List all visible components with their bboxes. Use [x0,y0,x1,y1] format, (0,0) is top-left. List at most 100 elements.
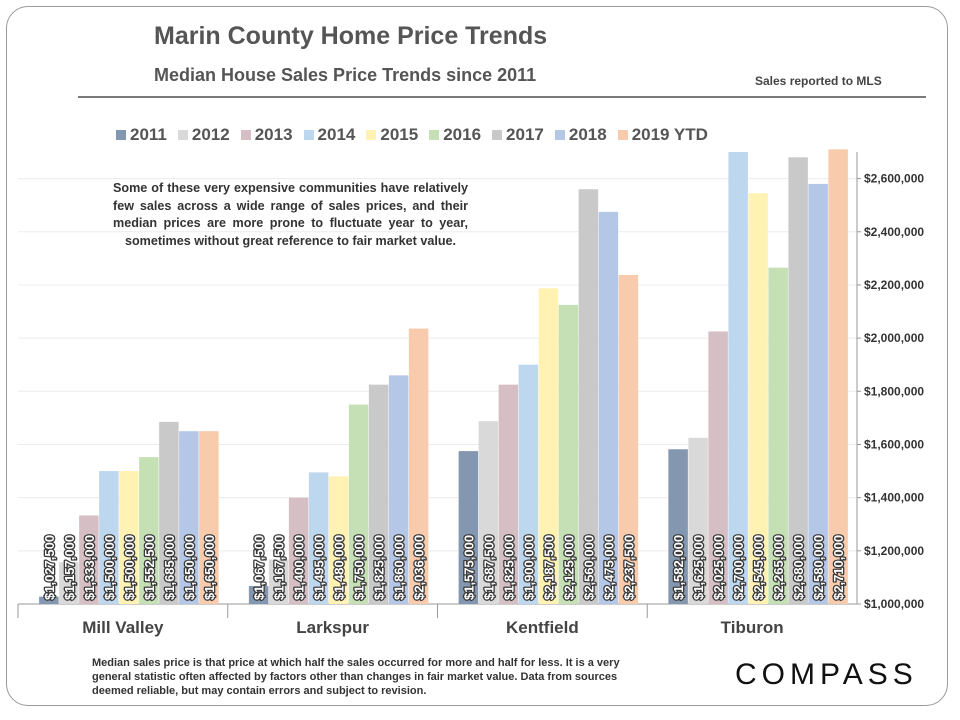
bar [139,457,159,604]
bar [288,497,309,604]
bar [478,421,499,604]
bar [119,471,139,604]
legend-swatch [240,130,251,140]
chart-annotation: Some of these very expensive communities… [113,181,468,248]
bar-value-label: $1,500,000 [122,535,137,600]
bar-value-label: $2,545,000 [751,535,766,600]
bar-value-label: $1,027,500 [42,535,57,600]
bar-value-label: $1,750,000 [352,535,367,600]
bar-value-label: $2,025,000 [711,535,726,600]
chart-subtitle: Median House Sales Price Trends since 20… [154,65,537,85]
bar [388,375,409,604]
bar [79,515,99,604]
chart-title: Marin County Home Price Trends [154,22,548,50]
bar-value-label: $1,552,500 [142,535,157,600]
bar-value-label: $1,333,000 [82,535,97,600]
legend-item: 2019 YTD [617,125,708,145]
bar-value-label: $1,575,000 [461,535,476,600]
y-tick-label: $1,600,000 [864,437,924,451]
bar [159,421,179,604]
bar-value-label: $1,625,000 [691,535,706,600]
bar [538,288,559,604]
category-label: Mill Valley [82,618,164,637]
legend-item: 2011 [116,125,167,145]
bar [348,404,369,604]
bar [268,559,289,604]
bar [498,384,519,604]
bar [688,437,708,604]
y-tick-label: $2,400,000 [864,225,924,239]
legend-swatch [429,130,440,140]
bar-value-label: $2,560,000 [581,535,596,600]
bar-value-label: $1,687,500 [481,535,496,600]
bar-value-label: $2,125,000 [561,535,576,600]
legend-swatch [554,130,565,140]
bar-value-label: $1,400,000 [292,535,307,600]
bar-value-label: $1,860,000 [392,535,407,600]
y-tick-label: $1,000,000 [864,597,924,611]
category-label: Tiburon [721,618,784,637]
bar [558,304,579,604]
legend-item: 2013 [240,125,293,145]
chart-legend: 2011 2012 2013 2014 2015 2016 2017 2018 2019 YTD [116,123,719,147]
bar-value-label: $1,167,500 [272,535,287,600]
legend-label: 2013 [254,125,293,144]
legend-swatch [492,130,503,140]
bar-value-label: $1,650,000 [202,535,217,600]
legend-swatch [116,130,126,140]
bar-value-label: $1,825,000 [372,535,387,600]
legend-label: 2012 [191,125,230,144]
category-label: Kentfield [506,618,579,637]
bar [728,152,748,604]
bar [199,431,219,604]
bar-value-label: $2,187,500 [541,535,556,600]
bar-value-label: $1,480,000 [332,535,347,600]
bar [578,189,599,605]
legend-label: 2011 [130,125,167,144]
bar [708,331,728,604]
bar [59,562,79,604]
bar [248,586,269,604]
bar [598,211,619,604]
bar-value-label: $2,265,000 [771,535,786,600]
bar [668,449,688,604]
bar-value-label: $1,685,000 [162,535,177,600]
bar [828,149,848,604]
bar-value-label: $2,680,000 [791,535,806,600]
bar-value-label: $2,700,000 [731,535,746,600]
bar [768,267,788,604]
legend-item: 2016 [429,125,481,145]
y-tick-label: $2,200,000 [864,278,924,292]
y-tick-label: $1,800,000 [864,384,924,398]
category-label: Larkspur [296,618,369,637]
bar-value-label: $1,650,000 [182,535,197,600]
bar [39,596,59,604]
title-divider [78,96,926,98]
legend-label: 2016 [443,125,482,144]
legend-swatch [366,130,377,140]
legend-item: 2018 [554,125,607,145]
legend-swatch [303,130,314,140]
bar-value-label: $1,067,500 [252,535,267,600]
bar-value-label: $1,500,000 [102,535,117,600]
legend-label: 2019 YTD [631,125,708,144]
bar [618,274,639,604]
source-note: Sales reported to MLS [755,74,882,88]
bar [99,471,119,604]
legend-label: 2014 [317,125,356,144]
bar [808,183,828,604]
legend-label: 2017 [506,125,544,144]
bar-value-label: $2,580,000 [811,535,826,600]
bar [788,157,808,605]
bar-value-label: $1,900,000 [521,535,536,600]
bar-value-label: $2,036,000 [412,535,427,600]
footer-note: Median sales price is that price at whic… [92,657,620,697]
legend-item: 2015 [366,125,418,145]
bar-value-label: $2,475,000 [601,535,616,600]
bar-value-label: $1,495,000 [312,535,327,600]
bar [368,384,389,604]
bar [328,476,349,604]
bar-value-label: $1,157,000 [62,535,77,600]
bar [748,193,768,604]
